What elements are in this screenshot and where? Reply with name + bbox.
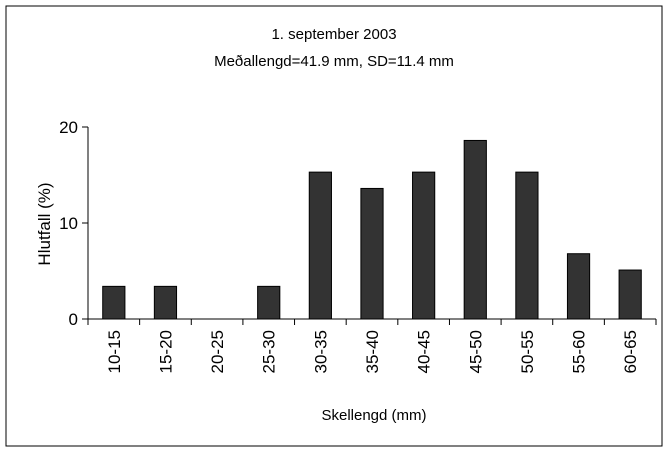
x-tick-label: 50-55 [518, 330, 537, 373]
plot-area: 0 10 20 10-15 15-20 20-25 25-30 30-35 35-40 40-45… [59, 118, 657, 373]
x-tick-label: 25-30 [260, 330, 279, 373]
x-tick-label: 40-45 [415, 330, 434, 373]
x-tick-label: 55-60 [570, 330, 589, 373]
bar-15-20 [153, 285, 178, 320]
x-axis-label: Skellengd (mm) [321, 407, 426, 424]
bar-55-60 [566, 253, 591, 320]
x-tick-label: 10-15 [105, 330, 124, 373]
bar-60-65 [618, 269, 642, 320]
x-tick-label: 20-25 [208, 330, 227, 373]
chart-subtitle: Meðallengd=41.9 mm, SD=11.4 mm [214, 53, 454, 70]
x-tick-label: 15-20 [156, 330, 175, 373]
x-tick-label: 30-35 [311, 330, 330, 373]
bar-45-50 [463, 139, 487, 320]
bar-25-30 [257, 285, 281, 320]
bar-50-55 [515, 171, 539, 320]
y-tick-label: 20 [59, 118, 78, 137]
bar-40-45 [412, 171, 436, 320]
y-axis-label: Hlutfall (%) [35, 182, 54, 265]
x-tick-label: 60-65 [621, 330, 640, 373]
bar-10-15 [102, 285, 126, 320]
bar-35-40 [360, 187, 384, 320]
bar-30-35 [308, 171, 332, 320]
x-tick-label: 35-40 [363, 330, 382, 373]
y-tick-label: 0 [69, 310, 78, 329]
chart-border [5, 5, 663, 447]
chart-title: 1. september 2003 [271, 26, 396, 43]
y-tick-label: 10 [59, 214, 78, 233]
x-tick-label: 45-50 [466, 330, 485, 373]
